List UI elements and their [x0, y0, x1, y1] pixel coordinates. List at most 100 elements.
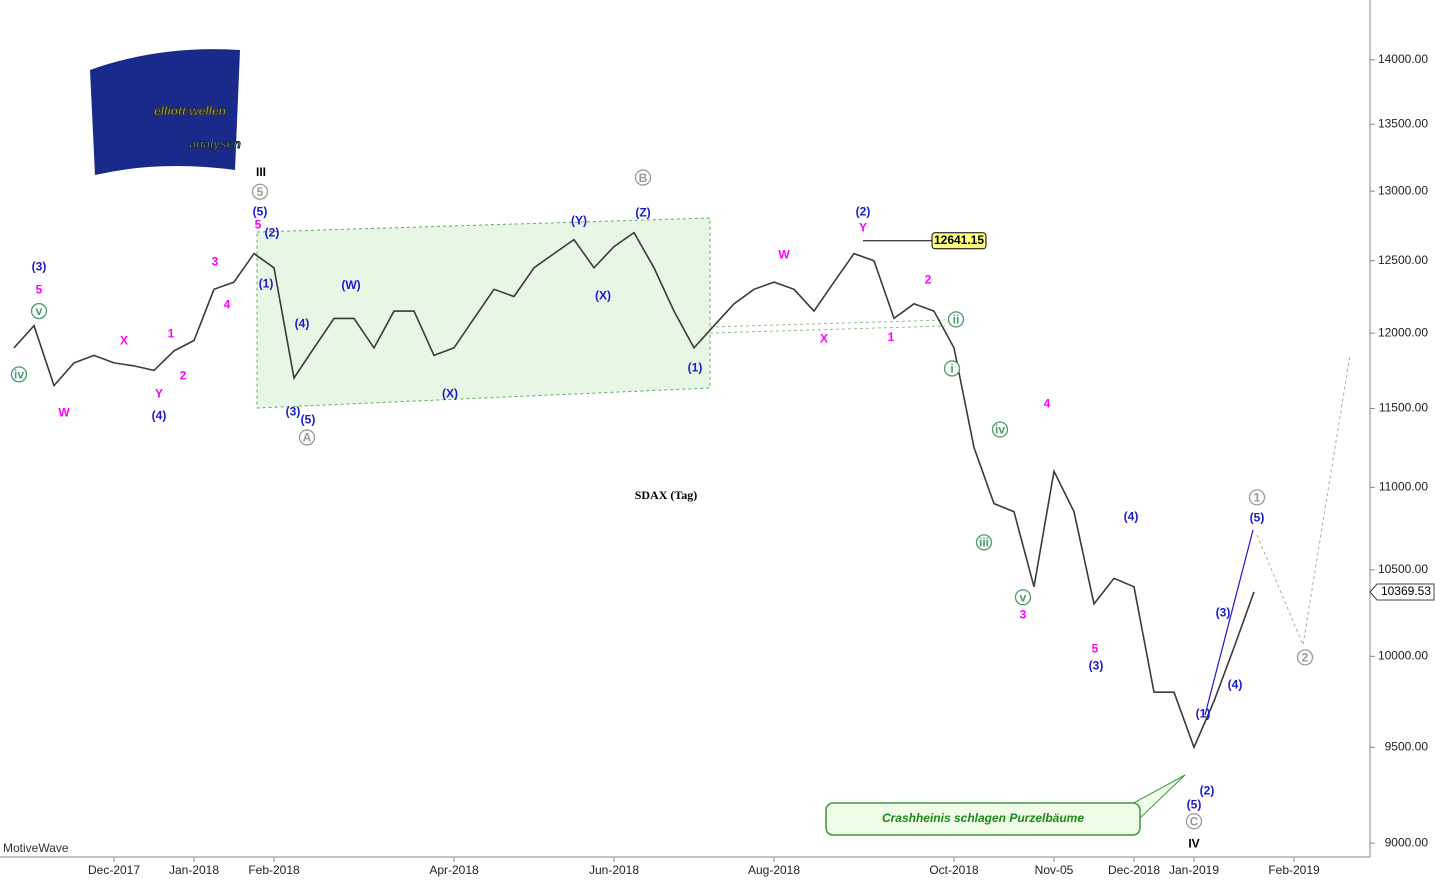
wave-label: 4	[1044, 397, 1051, 411]
wave-label: (1)	[688, 361, 703, 375]
wave-label: v	[36, 304, 43, 318]
wave-label: 1	[168, 326, 175, 340]
chart-title: SDAX (Tag)	[635, 488, 698, 502]
wave-label: 2	[925, 272, 932, 286]
callout-text: Crashheinis schlagen Purzelbäume	[882, 811, 1084, 825]
x-tick-label: Dec-2017	[88, 863, 140, 877]
wave-label: (3)	[1216, 606, 1231, 620]
wave-label: (4)	[1228, 678, 1243, 692]
y-tick-label: 13500.00	[1378, 116, 1428, 130]
wave-label: Y	[859, 221, 867, 235]
high-marker-label: 12641.15	[934, 233, 984, 247]
logo-flag	[90, 49, 240, 175]
wave-label: iii	[979, 536, 989, 550]
wave-label: (4)	[295, 316, 310, 330]
wave-label: (X)	[442, 386, 458, 400]
x-tick-label: Apr-2018	[429, 863, 479, 877]
y-tick-label: 14000.00	[1378, 52, 1428, 66]
wave-label: C	[1190, 814, 1199, 828]
wave-label: 2	[180, 369, 187, 383]
x-tick-label: Feb-2018	[248, 863, 300, 877]
y-tick-label: 10000.00	[1378, 649, 1428, 663]
wave-circle	[10, 366, 28, 383]
logo-text: elliott wellen	[154, 104, 226, 118]
wave-label: (5)	[301, 413, 316, 427]
wave-label: 3	[212, 255, 219, 269]
y-tick-label: 10500.00	[1378, 562, 1428, 576]
x-tick-label: Jan-2018	[169, 863, 219, 877]
y-tick-label: 12000.00	[1378, 325, 1428, 339]
wave-circle	[30, 302, 48, 320]
logo-text: analysen	[189, 137, 240, 151]
wave-label: (4)	[152, 409, 167, 423]
wave-label: iv	[14, 368, 24, 382]
wave-label: (1)	[1196, 706, 1211, 720]
wave-label: X	[120, 334, 128, 348]
projection-line	[1204, 529, 1254, 716]
wave-label: (1)	[259, 276, 274, 290]
wave-label: 3	[1020, 607, 1027, 621]
last-value-box	[1369, 583, 1435, 601]
wave-label: 5	[36, 282, 43, 296]
wave-label: v	[1020, 590, 1027, 604]
wave-label: (3)	[32, 260, 47, 274]
x-tick-label: Oct-2018	[929, 863, 979, 877]
wave-label: A	[303, 431, 312, 445]
wave-label: (2)	[1200, 783, 1215, 797]
wave-label: iv	[995, 423, 1005, 437]
wave-label: III	[256, 165, 266, 179]
wave-circle	[1248, 489, 1266, 506]
wave-circle	[298, 429, 316, 446]
wave-label: Y	[155, 386, 163, 400]
wave-label: (2)	[265, 226, 280, 240]
wave-label: ii	[953, 313, 960, 327]
x-tick-label: Nov-05	[1035, 863, 1074, 877]
wave-circle	[947, 311, 965, 328]
callout-pointer	[1129, 774, 1186, 819]
wave-label: 1	[888, 330, 895, 344]
logo: elliott wellen analysen	[90, 49, 241, 175]
x-tick-label: Aug-2018	[748, 863, 800, 877]
wave-label: (W)	[341, 278, 360, 292]
wave-circle	[1014, 589, 1032, 606]
y-tick-label: 9500.00	[1385, 739, 1429, 753]
wave-label: (Z)	[635, 206, 650, 220]
wave-label: (Y)	[571, 214, 587, 228]
wave-label: i	[950, 362, 953, 376]
wave-label: 5	[257, 185, 264, 199]
wave-label: 4	[224, 298, 231, 312]
x-tick-label: Dec-2018	[1108, 863, 1160, 877]
y-tick-label: 11500.00	[1379, 401, 1428, 415]
wave-label: (3)	[286, 405, 301, 419]
wave-circle	[991, 421, 1009, 438]
watermark: MotiveWave	[3, 841, 69, 855]
wave-circle	[943, 360, 961, 377]
wave-circle	[634, 169, 652, 186]
wave-circle	[1185, 813, 1203, 830]
wave-label: W	[58, 405, 70, 419]
wave-label: 5	[255, 217, 262, 231]
wave-label: (2)	[856, 205, 871, 219]
y-tick-label: 13000.00	[1378, 183, 1428, 197]
wave-label: 5	[1092, 642, 1099, 656]
wave-label: (5)	[1250, 510, 1265, 524]
wave-label: X	[820, 331, 828, 345]
high-marker-box	[931, 232, 987, 250]
x-tick-label: Jan-2019	[1169, 863, 1219, 877]
callout-box	[825, 802, 1141, 836]
last-value-label: 10369.53	[1381, 584, 1431, 598]
wave-label: (X)	[595, 289, 611, 303]
wave-label: W	[778, 248, 790, 262]
wave-label: IV	[1188, 836, 1199, 850]
wave-label: (5)	[1187, 797, 1202, 811]
wave-circle	[251, 183, 269, 200]
x-tick-label: Jun-2018	[589, 863, 639, 877]
wave-label: (5)	[253, 205, 268, 219]
wave-label: 1	[1254, 491, 1261, 505]
wave-circle	[1296, 649, 1314, 666]
wave-label: (3)	[1089, 658, 1104, 672]
y-tick-label: 9000.00	[1385, 835, 1429, 849]
price-line	[13, 231, 1255, 750]
wave-label: 2	[1302, 651, 1309, 665]
